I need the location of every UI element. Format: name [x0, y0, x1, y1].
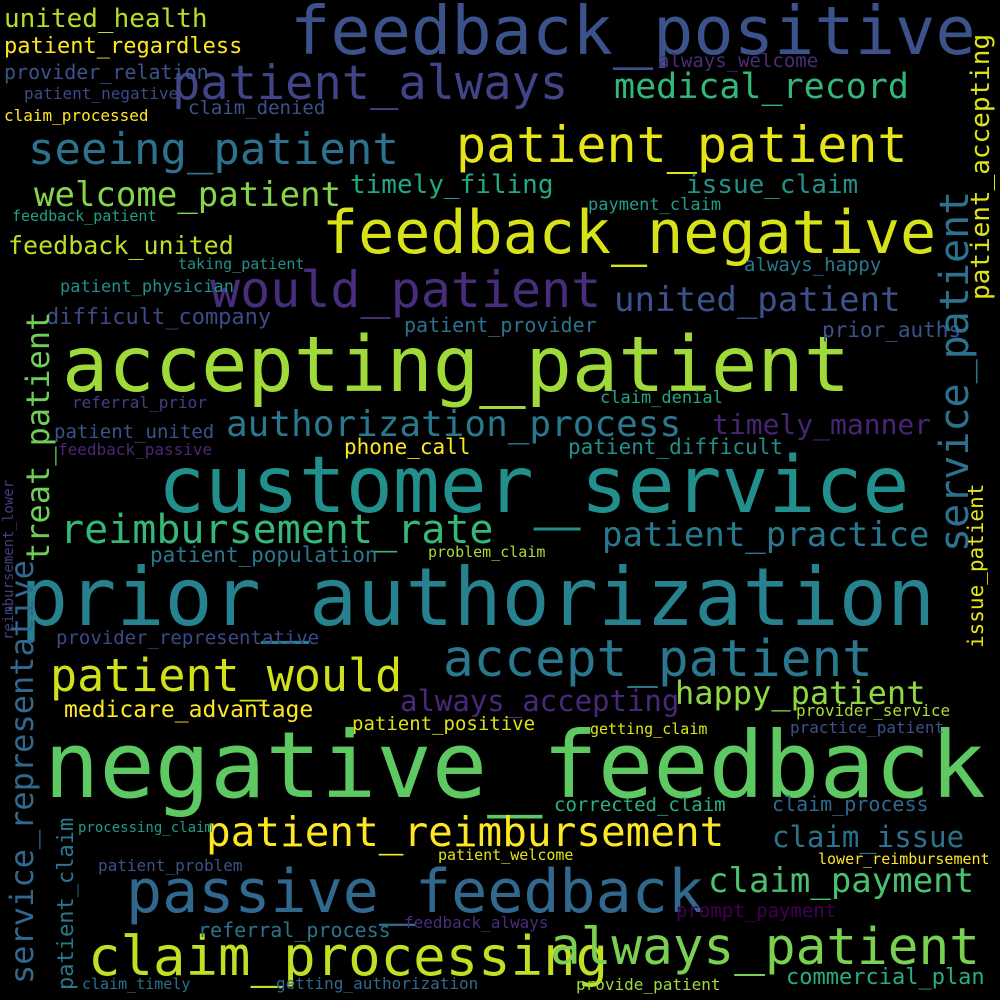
word-medical-record: welcome_patient [34, 175, 342, 215]
word-always-accepting: medical_record [614, 67, 910, 107]
word-passive-feedback: passive_feedback [126, 857, 704, 927]
word-payment-claim: provider_relation [4, 60, 209, 84]
word-claim-payment: united_patient [614, 280, 901, 320]
word-lower-reimbursement: provider_service [796, 701, 951, 720]
word-always-patient: always_patient [550, 918, 980, 977]
word-patient-difficult: referral_prior [72, 393, 207, 412]
word-feedback-negative: feedback_negative [322, 198, 937, 268]
word-timely-filing: timely_manner [712, 408, 932, 441]
word-feedback-always: corrected_claim [554, 794, 726, 816]
word-feedback-positive: feedback_positive [290, 0, 976, 70]
word-phone-call: prior_auths [822, 318, 962, 342]
word-seeing-patient: seeing_patient [28, 124, 399, 175]
word-patient-would: patient_would [50, 649, 403, 702]
word-customer-service: customer_service [158, 441, 910, 531]
word-would-patient: would_patient [210, 261, 602, 319]
word-patient-regardless: medicare_advantage [64, 697, 314, 723]
word-patient-claim: commercial_plan [786, 965, 985, 990]
word-claim-process: reimbursement_lower [1, 479, 17, 640]
word-patient-reimbursement: patient_reimbursement [206, 808, 725, 856]
word-provider-service: patient_difficult [568, 435, 783, 459]
word-patient-united: difficult_company [46, 305, 272, 330]
word-provider-representative: feedback_passive [58, 440, 213, 459]
word-patient-always: patient_always [172, 56, 569, 111]
word-always-happy: patient_negative [24, 84, 179, 103]
word-corrected-claim: problem_claim [428, 543, 546, 561]
word-feedback-patient: always_welcome [658, 50, 819, 72]
word-taking-patient: claim_denied [188, 97, 326, 119]
word-claim-issue: happy_patient [675, 674, 926, 712]
word-accepting-patient: accepting_patient [62, 321, 851, 410]
word-provider-relation: patient_accepting [966, 33, 996, 300]
word-referral-process: claim_process [772, 792, 929, 816]
word-prior-authorization: prior_authorization [20, 551, 936, 644]
word-negative-feedback: negative_feedback [44, 712, 986, 819]
word-issue-claim: claim_issue [772, 820, 965, 854]
word-accept-patient: accept_patient [443, 630, 873, 689]
word-claim-denial: patient_physician [60, 277, 234, 297]
word-treat-patient: claim_timely [82, 975, 191, 993]
word-service-representative: getting_authorization [276, 974, 479, 993]
word-claim-processing: claim_processing [88, 925, 609, 988]
word-problem-claim: patient_united [54, 421, 215, 443]
word-patient-physician: claim_processed [4, 106, 149, 125]
word-reimbursement-lower: provide_patient [576, 975, 721, 994]
word-reimbursement-rate: reimbursement_rate [60, 507, 494, 553]
word-commercial-plan: lower_reimbursement [818, 850, 990, 868]
word-feedback-passive: patient_provider [404, 313, 597, 337]
word-patient-problem: getting_claim [590, 720, 708, 738]
word-patient-negative: united_health [4, 4, 208, 34]
word-united-patient: treat_patient [19, 311, 57, 562]
word-getting-authorization: patient_welcome [438, 846, 574, 864]
word-patient-provider: feedback_patient [12, 207, 157, 225]
word-issue-patient: referral_process [198, 918, 391, 942]
word-medicare-advantage: feedback_united [8, 231, 234, 260]
word-difficult-company: payment_claim [588, 195, 722, 215]
word-patient-population: claim_denial [600, 388, 723, 408]
word-claim-timely: processing_claim [78, 820, 213, 836]
word-united-health: issue_claim [686, 170, 859, 200]
word-timely-manner: claim_payment [708, 861, 975, 901]
word-prior-auths: taking_patient [178, 255, 305, 273]
word-referral-prior: always_happy [744, 254, 882, 276]
word-service-patient: prompt_payment [676, 900, 837, 922]
word-provide-patient: patient_problem [98, 856, 243, 875]
word-patient-patient: patient_patient [456, 116, 908, 174]
word-processing-claim: provider_representative [56, 627, 320, 649]
word-feedback-united: always_accepting [400, 684, 680, 718]
word-getting-claim: phone_call [344, 435, 471, 459]
word-claim-processed: patient_regardless [4, 34, 243, 59]
word-happy-patient: patient_practice [602, 515, 930, 555]
word-prompt-payment: practice_patient [790, 718, 945, 737]
word-patient-welcome: patient_positive [352, 713, 536, 735]
word-practice-patient: patient_population [150, 543, 378, 567]
word-claim-denied: patient_claim [54, 817, 79, 990]
word-always-welcome: issue_patient [964, 483, 988, 648]
word-patient-accepting: feedback_always [404, 913, 549, 932]
word-patient-positive: timely_filing [350, 170, 554, 200]
word-authorization-process: authorization_process [226, 404, 682, 445]
